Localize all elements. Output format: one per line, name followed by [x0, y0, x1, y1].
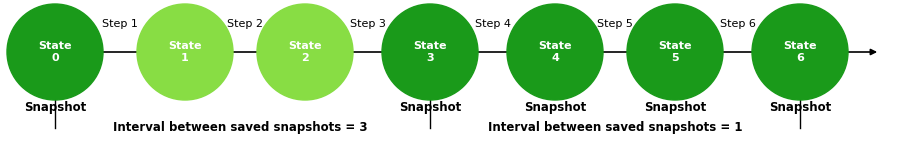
Circle shape: [507, 4, 603, 100]
Text: Interval between saved snapshots = 1: Interval between saved snapshots = 1: [488, 122, 743, 135]
Text: State
0: State 0: [38, 41, 72, 63]
Circle shape: [137, 4, 233, 100]
Circle shape: [382, 4, 478, 100]
Text: Snapshot: Snapshot: [769, 102, 831, 114]
Text: Step 1: Step 1: [102, 19, 138, 29]
Text: Snapshot: Snapshot: [644, 102, 706, 114]
Text: State
6: State 6: [784, 41, 817, 63]
Text: State
1: State 1: [168, 41, 202, 63]
Circle shape: [752, 4, 848, 100]
Text: Step 3: Step 3: [350, 19, 386, 29]
Circle shape: [627, 4, 723, 100]
Text: State
4: State 4: [538, 41, 572, 63]
Circle shape: [7, 4, 103, 100]
Text: Snapshot: Snapshot: [399, 102, 461, 114]
Text: Interval between saved snapshots = 3: Interval between saved snapshots = 3: [113, 122, 367, 135]
Text: State
2: State 2: [288, 41, 322, 63]
Text: Step 5: Step 5: [597, 19, 633, 29]
Text: Snapshot: Snapshot: [524, 102, 586, 114]
Text: Step 6: Step 6: [720, 19, 756, 29]
Text: State
3: State 3: [414, 41, 446, 63]
Text: Step 4: Step 4: [475, 19, 511, 29]
Text: Snapshot: Snapshot: [24, 102, 86, 114]
Text: Step 2: Step 2: [227, 19, 263, 29]
Text: State
5: State 5: [658, 41, 692, 63]
Circle shape: [257, 4, 353, 100]
